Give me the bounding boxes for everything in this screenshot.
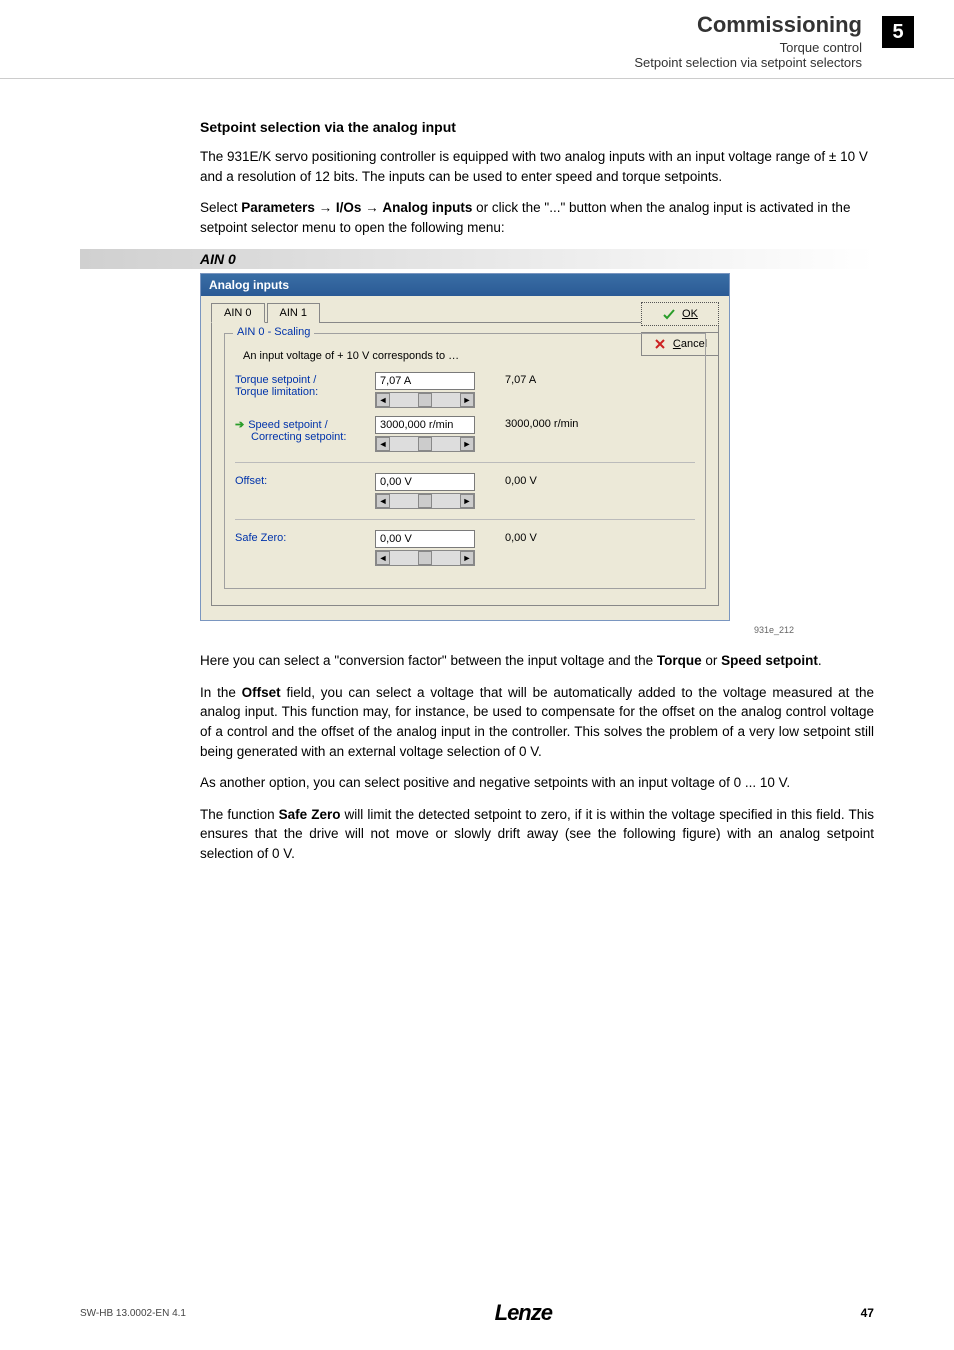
intro-line: An input voltage of + 10 V corresponds t… <box>243 350 695 362</box>
footer-page: 47 <box>861 1306 874 1320</box>
figure-number: 931e_212 <box>200 625 794 635</box>
p2-ios: I/Os <box>336 200 362 215</box>
tab-ain0[interactable]: AIN 0 <box>211 303 265 323</box>
slider-left-icon[interactable]: ◄ <box>376 494 390 508</box>
torque-display: 7,07 A <box>495 372 595 386</box>
page-header: Commissioning Torque control Setpoint se… <box>0 0 954 79</box>
speed-label-2: Correcting setpoint: <box>235 431 375 443</box>
fieldset-label: AIN 0 - Scaling <box>233 326 314 338</box>
tab-ain1[interactable]: AIN 1 <box>267 303 321 323</box>
offset-row: Offset: ◄ ► 0,00 V <box>235 473 695 509</box>
torque-slider[interactable]: ◄ ► <box>375 392 475 408</box>
p1a: The 931E/K servo positioning controller … <box>200 149 829 164</box>
offset-slider[interactable]: ◄ ► <box>375 493 475 509</box>
sub-title: Torque control <box>634 40 862 55</box>
slider-thumb[interactable] <box>418 494 432 508</box>
offset-controls: ◄ ► <box>375 473 495 509</box>
ain-label: AIN 0 <box>200 251 236 267</box>
page-footer: SW-HB 13.0002-EN 4.1 Lenze 47 <box>0 1300 954 1326</box>
footer-left: SW-HB 13.0002-EN 4.1 <box>80 1308 186 1319</box>
safezero-controls: ◄ ► <box>375 530 495 566</box>
paragraph-2: Select Parameters → I/Os → Analog inputs… <box>200 198 874 237</box>
paragraph-1: The 931E/K servo positioning controller … <box>200 147 874 186</box>
torque-input[interactable] <box>375 372 475 390</box>
analog-inputs-dialog: Analog inputs OK Cancel AIN 0 <box>200 273 730 621</box>
safezero-label: Safe Zero: <box>235 530 375 544</box>
dialog-body: OK Cancel AIN 0 AIN 1 AIN 0 - Scaling An… <box>201 296 729 620</box>
safezero-input[interactable] <box>375 530 475 548</box>
arrow-1: → <box>315 200 336 215</box>
slider-thumb[interactable] <box>418 393 432 407</box>
p2-parameters: Parameters <box>241 200 315 215</box>
slider-right-icon[interactable]: ► <box>460 393 474 407</box>
slider-right-icon[interactable]: ► <box>460 494 474 508</box>
offset-input[interactable] <box>375 473 475 491</box>
speed-input[interactable] <box>375 416 475 434</box>
paragraph-5: As another option, you can select positi… <box>200 773 874 793</box>
slider-thumb[interactable] <box>418 551 432 565</box>
main-title: Commissioning <box>634 12 862 38</box>
p4b: field, you can select a voltage that wil… <box>200 685 874 759</box>
torque-label: Torque setpoint / Torque limitation: <box>235 372 375 398</box>
offset-display: 0,00 V <box>495 473 595 487</box>
speed-label: ➔ Speed setpoint / Correcting setpoint: <box>235 416 375 443</box>
paragraph-4: In the Offset field, you can select a vo… <box>200 683 874 761</box>
torque-label-2: Torque limitation: <box>235 386 375 398</box>
content: Setpoint selection via the analog input … <box>0 79 954 863</box>
sub-title2: Setpoint selection via setpoint selector… <box>634 55 862 70</box>
divider-2 <box>235 519 695 520</box>
p3a: Here you can select a "conversion factor… <box>200 653 657 668</box>
p4-offset: Offset <box>242 685 281 700</box>
safezero-display: 0,00 V <box>495 530 595 544</box>
slider-left-icon[interactable]: ◄ <box>376 437 390 451</box>
speed-label-1: ➔ Speed setpoint / <box>235 418 375 431</box>
ok-label: OK <box>682 308 698 320</box>
p6a: The function <box>200 807 279 822</box>
speed-row: ➔ Speed setpoint / Correcting setpoint: ◄… <box>235 416 695 452</box>
speed-label-1-text: Speed setpoint / <box>248 419 328 431</box>
slider-right-icon[interactable]: ► <box>460 437 474 451</box>
p2a: Select <box>200 200 241 215</box>
paragraph-6: The function Safe Zero will limit the de… <box>200 805 874 864</box>
p6-safe: Safe Zero <box>279 807 341 822</box>
speed-display: 3000,000 r/min <box>495 416 595 430</box>
check-icon <box>662 307 676 321</box>
tab-panel: AIN 0 - Scaling An input voltage of + 10… <box>211 322 719 606</box>
slider-left-icon[interactable]: ◄ <box>376 551 390 565</box>
p3b: or <box>702 653 722 668</box>
torque-controls: ◄ ► <box>375 372 495 408</box>
paragraph-3: Here you can select a "conversion factor… <box>200 651 874 671</box>
speed-controls: ◄ ► <box>375 416 495 452</box>
slider-right-icon[interactable]: ► <box>460 551 474 565</box>
speed-slider[interactable]: ◄ ► <box>375 436 475 452</box>
p3-torque: Torque <box>657 653 702 668</box>
slider-thumb[interactable] <box>418 437 432 451</box>
section-title: Setpoint selection via the analog input <box>200 119 874 135</box>
footer-logo: Lenze <box>495 1300 552 1326</box>
divider-1 <box>235 462 695 463</box>
torque-row: Torque setpoint / Torque limitation: ◄ ► <box>235 372 695 408</box>
active-arrow-icon: ➔ <box>235 419 244 431</box>
p2-analog: Analog inputs <box>382 200 472 215</box>
p3-speed: Speed setpoint <box>721 653 818 668</box>
safezero-slider[interactable]: ◄ ► <box>375 550 475 566</box>
dialog-title: Analog inputs <box>201 274 729 296</box>
p3c: . <box>818 653 822 668</box>
torque-label-1: Torque setpoint / <box>235 374 375 386</box>
offset-label: Offset: <box>235 473 375 487</box>
arrow-2: → <box>361 200 382 215</box>
safezero-row: Safe Zero: ◄ ► 0,00 V <box>235 530 695 566</box>
slider-left-icon[interactable]: ◄ <box>376 393 390 407</box>
header-text-block: Commissioning Torque control Setpoint se… <box>634 12 862 70</box>
ain-heading-row: AIN 0 <box>80 249 874 269</box>
p4a: In the <box>200 685 242 700</box>
chapter-badge: 5 <box>882 16 914 48</box>
ok-button[interactable]: OK <box>641 302 719 326</box>
scaling-fieldset: AIN 0 - Scaling An input voltage of + 10… <box>224 333 706 589</box>
